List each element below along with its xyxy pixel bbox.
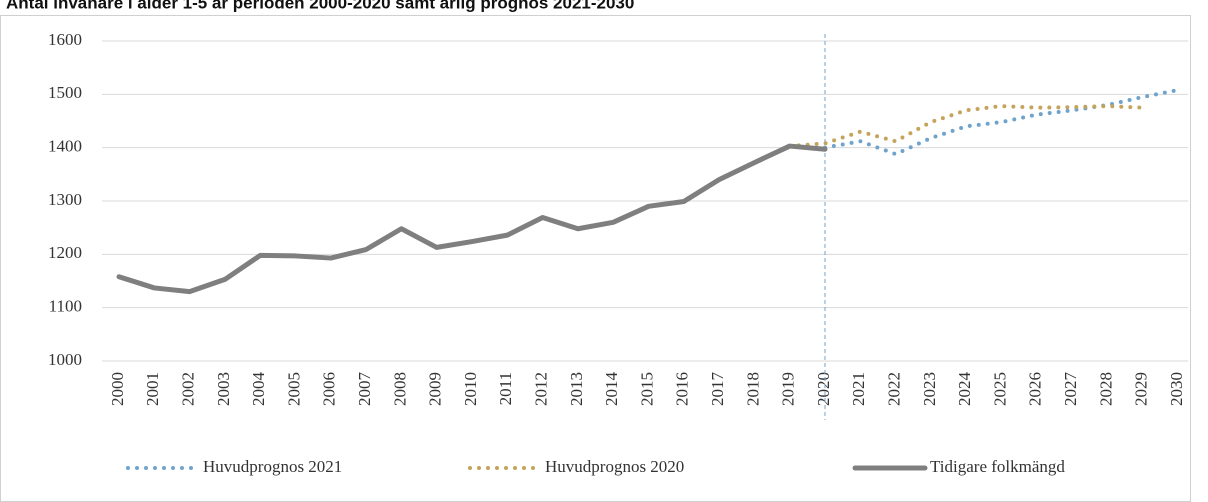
x-tick-label: 2020: [814, 372, 833, 406]
x-tick-label: 2007: [355, 372, 374, 407]
legend-label: Huvudprognos 2021: [203, 457, 342, 476]
x-tick-label: 2002: [179, 372, 198, 406]
x-tick-label: 2011: [496, 372, 515, 405]
y-tick-label: 1100: [49, 297, 82, 316]
x-tick-label: 2028: [1096, 372, 1115, 406]
y-tick-label: 1000: [48, 350, 82, 369]
series-line: [787, 104, 1145, 149]
y-tick-label: 1300: [48, 190, 82, 209]
x-tick-label: 2001: [143, 372, 162, 406]
x-tick-label: 2004: [249, 372, 268, 407]
x-tick-label: 2014: [602, 372, 621, 407]
x-tick-label: 2000: [108, 372, 127, 406]
x-tick-label: 2026: [1026, 372, 1045, 406]
x-tick-label: 2021: [849, 372, 868, 406]
x-tick-label: 2022: [885, 372, 904, 406]
x-tick-label: 2019: [779, 372, 798, 406]
x-tick-label: 2027: [1061, 372, 1080, 407]
x-tick-label: 2003: [214, 372, 233, 406]
x-tick-label: 2025: [990, 372, 1009, 406]
y-tick-label: 1200: [48, 243, 82, 262]
x-tick-label: 2013: [567, 372, 586, 406]
x-tick-label: 2024: [955, 372, 974, 407]
x-tick-label: 2017: [708, 372, 727, 407]
y-tick-label: 1600: [48, 30, 82, 49]
legend-label: Tidigare folkmängd: [930, 457, 1065, 476]
x-tick-label: 2023: [920, 372, 939, 406]
x-tick-label: 2005: [284, 372, 303, 406]
x-tick-label: 2030: [1167, 372, 1186, 406]
legend-label: Huvudprognos 2020: [545, 457, 684, 476]
series-line: [116, 143, 828, 295]
y-tick-label: 1500: [48, 83, 82, 102]
chart-title: Antal invånare i ålder 1-5 år perioden 2…: [6, 0, 634, 12]
x-tick-label: 2012: [532, 372, 551, 406]
x-tick-label: 2018: [743, 372, 762, 406]
x-tick-label: 2029: [1132, 372, 1151, 406]
chart-frame: [0, 15, 1191, 502]
x-tick-label: 2015: [637, 372, 656, 406]
x-tick-label: 2010: [461, 372, 480, 406]
series-line: [823, 88, 1180, 157]
x-tick-label: 2006: [320, 372, 339, 406]
x-tick-label: 2009: [426, 372, 445, 406]
y-tick-label: 1400: [48, 137, 82, 156]
x-tick-label: 2016: [673, 372, 692, 406]
x-tick-label: 2008: [390, 372, 409, 406]
